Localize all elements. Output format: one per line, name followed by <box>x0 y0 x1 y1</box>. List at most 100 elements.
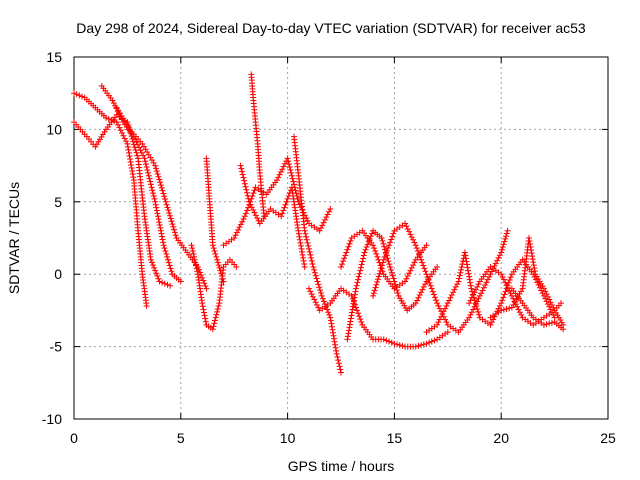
data-point <box>115 121 122 128</box>
data-point <box>327 314 334 321</box>
data-point <box>156 221 163 228</box>
data-point <box>157 224 164 231</box>
data-point <box>504 227 511 234</box>
data-point <box>467 282 474 289</box>
data-point <box>494 257 501 264</box>
series-track-q <box>487 235 567 328</box>
data-point <box>124 140 131 147</box>
data-point <box>379 237 386 244</box>
data-point <box>542 288 549 295</box>
data-point <box>152 198 159 205</box>
data-point <box>487 321 494 328</box>
data-point <box>288 169 295 176</box>
data-point <box>440 308 447 315</box>
data-point <box>309 260 316 267</box>
data-point <box>161 280 168 287</box>
data-point <box>286 161 293 168</box>
data-point <box>331 338 338 345</box>
data-point <box>416 292 423 299</box>
data-point <box>218 273 225 280</box>
data-point <box>429 288 436 295</box>
data-point <box>152 267 159 274</box>
data-point <box>438 313 445 320</box>
data-point <box>158 230 165 237</box>
data-point <box>374 278 381 285</box>
data-point <box>466 276 473 283</box>
data-point <box>372 284 379 291</box>
data-point <box>448 292 455 299</box>
data-point <box>168 218 175 225</box>
data-point <box>140 152 147 159</box>
data-point <box>345 330 352 337</box>
data-point <box>484 276 491 283</box>
data-point <box>436 305 443 312</box>
data-point <box>145 169 152 176</box>
data-point <box>166 212 173 219</box>
data-point <box>150 190 157 197</box>
data-point <box>472 286 479 293</box>
data-point <box>435 302 442 309</box>
data-point <box>275 174 282 181</box>
data-point <box>328 323 335 330</box>
data-point <box>546 320 553 327</box>
data-point <box>431 337 438 344</box>
data-point <box>325 208 332 215</box>
data-point <box>341 255 348 262</box>
data-point <box>466 273 473 280</box>
data-point <box>247 201 254 208</box>
data-point <box>454 281 461 288</box>
data-point <box>408 264 415 271</box>
data-point <box>475 295 482 302</box>
data-point <box>211 317 218 324</box>
data-point <box>471 289 478 296</box>
data-point <box>540 285 547 292</box>
data-point <box>312 272 319 279</box>
data-point <box>394 290 401 297</box>
data-point <box>502 279 509 286</box>
data-point <box>307 288 314 295</box>
data-point <box>426 279 433 286</box>
data-point <box>508 304 515 311</box>
data-point <box>278 213 285 220</box>
data-point <box>161 245 168 252</box>
data-point <box>209 326 216 333</box>
data-point <box>280 207 287 214</box>
data-point <box>414 297 421 304</box>
data-point <box>168 268 175 275</box>
x-tick-label: 10 <box>280 430 296 446</box>
data-point <box>147 181 154 188</box>
data-point <box>287 166 294 173</box>
data-point <box>388 236 395 243</box>
data-point <box>345 327 352 334</box>
data-point <box>411 239 418 246</box>
data-point <box>162 196 169 203</box>
data-point <box>210 323 217 330</box>
data-point <box>475 308 482 315</box>
data-point <box>525 235 532 241</box>
data-point <box>254 215 261 222</box>
chart-title: Day 298 of 2024, Sidereal Day-to-day VTE… <box>76 20 586 36</box>
data-point <box>371 287 378 294</box>
data-point <box>166 209 173 216</box>
data-point <box>134 141 141 148</box>
data-point <box>388 339 395 346</box>
data-point <box>241 180 248 187</box>
data-point <box>281 204 288 211</box>
data-point <box>420 341 427 348</box>
data-point <box>155 216 162 223</box>
data-point <box>444 329 451 336</box>
data-point <box>301 260 308 267</box>
data-point <box>284 155 291 162</box>
data-point <box>285 158 292 165</box>
data-point <box>157 182 164 189</box>
data-point <box>410 236 417 243</box>
data-point <box>529 253 536 260</box>
data-point <box>507 274 514 281</box>
data-point <box>203 285 210 292</box>
data-point <box>165 259 172 266</box>
data-point <box>383 337 390 344</box>
data-point <box>236 224 243 231</box>
data-point <box>491 313 498 320</box>
data-point <box>143 303 150 310</box>
data-point <box>327 317 334 324</box>
